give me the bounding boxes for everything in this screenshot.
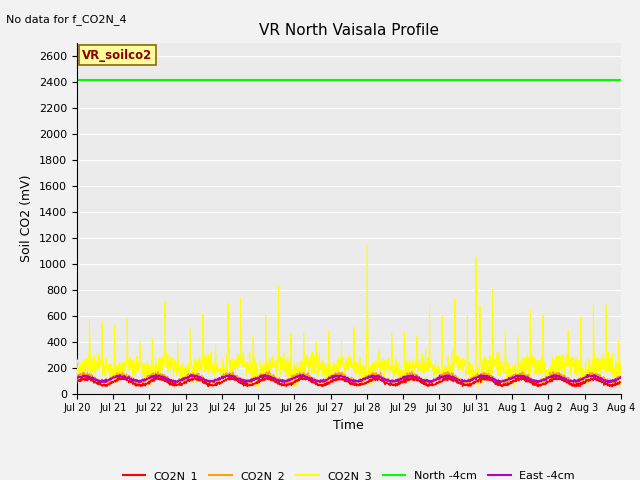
Text: VR_soilco2: VR_soilco2: [83, 49, 152, 62]
X-axis label: Time: Time: [333, 419, 364, 432]
Title: VR North Vaisala Profile: VR North Vaisala Profile: [259, 23, 439, 38]
Legend: CO2N_1, CO2N_2, CO2N_3, North -4cm, East -4cm: CO2N_1, CO2N_2, CO2N_3, North -4cm, East…: [118, 467, 579, 480]
Y-axis label: Soil CO2 (mV): Soil CO2 (mV): [20, 175, 33, 262]
Text: No data for f_CO2N_4: No data for f_CO2N_4: [6, 14, 127, 25]
